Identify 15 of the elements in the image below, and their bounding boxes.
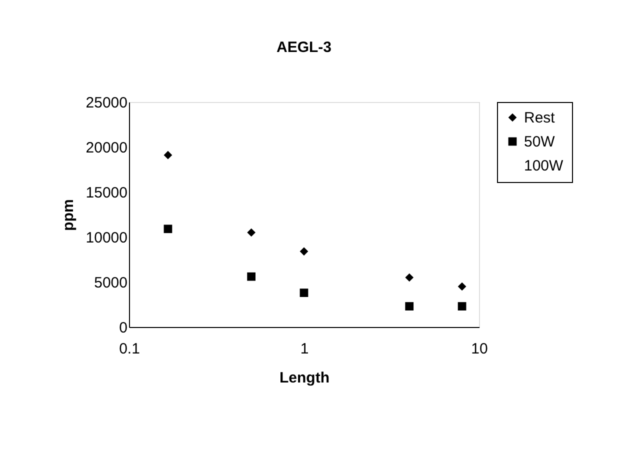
y-tick-label: 10000 [86,230,128,246]
x-axis-title: Length [280,370,330,386]
y-tick-label: 5000 [94,274,128,292]
legend-label: Rest [524,110,556,126]
x-tick-label: 0.1 [119,340,140,358]
x-tick-label: 1 [300,340,309,358]
chart-title: AEGL-3 [276,39,332,56]
x-tick-label: 10 [471,340,488,358]
text: 100W [524,158,564,174]
y-tick-label: 15000 [86,184,128,202]
y-tick-label: 25000 [86,94,128,112]
y-tick-label: 0 [119,320,128,336]
y-tick-label: 20000 [86,140,128,156]
legend-label: 50W [524,134,556,150]
y-axis-title: ppm [60,199,77,231]
